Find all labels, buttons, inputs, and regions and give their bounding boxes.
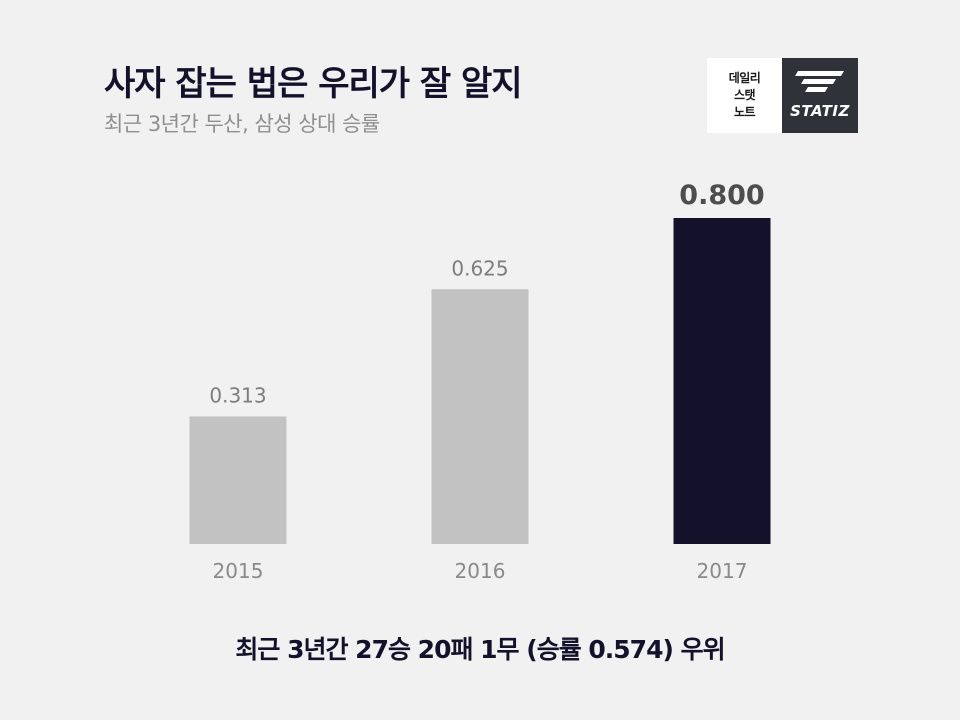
logo-line-2: 스탯 bbox=[733, 88, 756, 102]
statiz-wordmark: STATIZ bbox=[790, 102, 850, 120]
statiz-logo: STATIZ bbox=[782, 58, 858, 133]
value-label-2017: 0.800 bbox=[679, 180, 764, 211]
value-label-2016: 0.625 bbox=[451, 256, 508, 280]
x-tick-label-2015: 2015 bbox=[213, 559, 264, 583]
daily-stat-note-logo: 데일리 스탯 노트 bbox=[707, 58, 782, 133]
daily-stat-note-statiz-logo: 데일리 스탯 노트 STATIZ bbox=[707, 58, 858, 133]
bar-2017 bbox=[673, 218, 771, 544]
x-tick-label-2016: 2016 bbox=[455, 559, 506, 583]
bar-2015 bbox=[189, 416, 287, 544]
x-tick-label-2017: 2017 bbox=[697, 559, 748, 583]
logo-line-3: 노트 bbox=[733, 105, 756, 119]
logo-line-1: 데일리 bbox=[728, 71, 761, 85]
statiz-stripes-icon bbox=[795, 71, 844, 92]
chart-subtitle: 최근 3년간 두산, 삼성 상대 승률 bbox=[104, 112, 380, 136]
bar-2016 bbox=[431, 289, 529, 544]
value-label-2015: 0.313 bbox=[209, 383, 266, 407]
chart-title: 사자 잡는 법은 우리가 잘 알지 bbox=[104, 64, 523, 104]
summary-text: 최근 3년간 27승 20패 1무 (승률 0.574) 우위 bbox=[235, 635, 725, 664]
